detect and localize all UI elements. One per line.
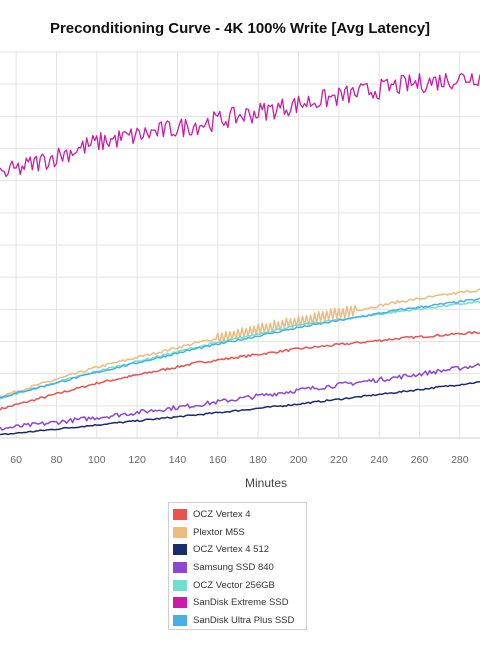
legend-label: OCZ Vector 256GB	[193, 579, 275, 591]
x-tick-label: 220	[330, 454, 348, 466]
x-tick-label: 120	[128, 454, 146, 466]
legend: OCZ Vertex 4 Plextor M5S OCZ Vertex 4 512 S…	[168, 502, 307, 630]
legend-label: Samsung SSD 840	[193, 562, 274, 574]
grid	[0, 51, 480, 439]
x-tick-label: 180	[249, 454, 267, 466]
legend-item: Samsung SSD 840	[169, 559, 306, 577]
legend-label: SanDisk Ultra Plus SSD	[193, 614, 295, 626]
series-line-sandisk-ultra-plus-ssd	[0, 297, 480, 399]
series-line-ocz-vertex-4-512	[0, 381, 480, 436]
legend-swatch	[173, 544, 187, 556]
series-line-sandisk-extreme-ssd	[0, 72, 480, 178]
x-tick-label: 160	[209, 454, 227, 466]
x-axis-label: Minutes	[245, 476, 287, 490]
legend-swatch	[173, 597, 187, 609]
series-lines	[0, 72, 480, 436]
x-tick-label: 100	[88, 454, 106, 466]
x-tick-labels: 60 80 100 120 140 160 180 200 220 240 260 280	[10, 454, 468, 466]
legend-item: OCZ Vertex 4 512	[169, 541, 306, 559]
series-line-ocz-vector-256gb	[0, 300, 480, 400]
legend-swatch	[173, 562, 187, 574]
legend-swatch	[173, 614, 187, 626]
legend-item: OCZ Vector 256GB	[169, 576, 306, 594]
x-tick-label: 80	[51, 454, 63, 466]
series-line-ocz-vertex-4	[0, 330, 480, 411]
x-tick-label: 60	[10, 454, 22, 466]
legend-swatch	[173, 526, 187, 538]
legend-item: SanDisk Extreme SSD	[169, 594, 306, 612]
chart-title: Preconditioning Curve - 4K 100% Write [A…	[49, 20, 431, 37]
legend-item: SanDisk Ultra Plus SSD	[169, 612, 306, 630]
series-line-samsung-ssd-840	[0, 363, 480, 431]
legend-label: SanDisk Extreme SSD	[193, 597, 289, 609]
legend-item: Plextor M5S	[169, 524, 306, 542]
legend-label: Plextor M5S	[193, 526, 245, 538]
legend-label: OCZ Vertex 4 512	[193, 544, 270, 556]
x-tick-label: 200	[290, 454, 308, 466]
legend-swatch	[173, 509, 187, 521]
x-tick-label: 140	[169, 454, 187, 466]
series-line-plextor-m5s	[0, 288, 480, 398]
legend-item: OCZ Vertex 4	[169, 506, 306, 524]
legend-swatch	[173, 579, 187, 591]
x-tick-label: 280	[451, 454, 469, 466]
x-tick-label: 260	[411, 454, 429, 466]
x-tick-label: 240	[370, 454, 388, 466]
legend-label: OCZ Vertex 4	[193, 509, 251, 521]
